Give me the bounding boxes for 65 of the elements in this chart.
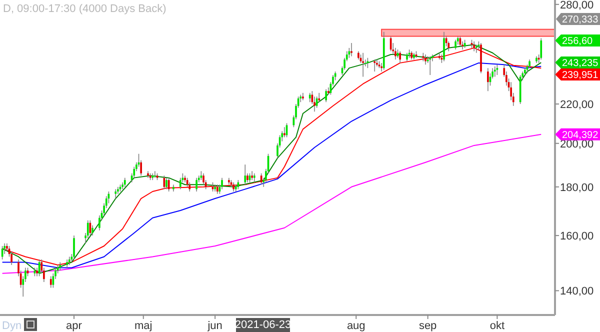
- candlestick: [50, 276, 52, 288]
- candlestick: [114, 188, 117, 199]
- candlestick: [308, 92, 311, 103]
- candlestick: [251, 170, 253, 180]
- candlestick: [98, 214, 100, 231]
- candlestick: [302, 92, 304, 101]
- y-tick-label: 140,00: [560, 286, 594, 298]
- y-tick-label: 160,00: [560, 230, 594, 243]
- candlestick: [475, 44, 478, 54]
- x-tick-label: jun: [206, 320, 222, 332]
- annotation: 239,951: [562, 70, 599, 82]
- candlestick: [68, 256, 70, 266]
- candlestick: [202, 172, 204, 186]
- annotation: 243,235: [562, 58, 599, 70]
- x-tick-label: okt: [490, 320, 505, 332]
- candlestick: [350, 42, 352, 57]
- candlestick: [216, 184, 218, 194]
- candlestick: [196, 177, 198, 192]
- candlestick: [366, 57, 369, 68]
- candlestick: [154, 170, 156, 178]
- x-tick-label: apr: [66, 320, 82, 332]
- y-tick-label: 280,00: [560, 0, 594, 12]
- candlestick: [166, 177, 168, 190]
- candlestick: [374, 59, 376, 72]
- chart-title: D, 09:00-17:30 (4000 Days Back): [3, 3, 166, 15]
- candlestick: [172, 184, 174, 192]
- text: 2021-06-23: [234, 319, 292, 331]
- text: Dyn: [2, 320, 22, 332]
- candlestick: [253, 172, 256, 183]
- x-tick-label: aug: [346, 320, 366, 332]
- y-tick-label: 180,00: [560, 182, 594, 194]
- candlestick: [73, 235, 75, 260]
- x-tick-label: sep: [418, 320, 437, 332]
- annotation: 204,392: [562, 130, 599, 141]
- text: 270,333: [562, 14, 599, 26]
- candlestick: [179, 177, 182, 190]
- candlestick: [221, 177, 223, 190]
- candlestick: [92, 224, 94, 236]
- candlestick: [540, 38, 542, 60]
- x-tick-label: maj: [134, 320, 152, 332]
- y-tick-label: 200,00: [560, 138, 594, 150]
- candlestick: [429, 56, 432, 76]
- candlestick: [496, 64, 498, 76]
- candlestick: [325, 88, 327, 103]
- candlestick: [232, 182, 234, 192]
- candlestick: [188, 182, 191, 192]
- candlestick: [454, 39, 456, 50]
- annotation: 256,60: [562, 36, 594, 47]
- candlestick: [424, 54, 426, 66]
- candlestick: [244, 164, 246, 186]
- candlestick: [214, 184, 216, 192]
- candlestick: [184, 175, 186, 183]
- line-series: [2, 134, 542, 274]
- candlestick: [133, 166, 136, 178]
- candlestick: [234, 184, 237, 192]
- candlestick: [147, 170, 149, 178]
- candlestick: [399, 50, 401, 64]
- candlestick: [362, 52, 364, 78]
- y-tick-label: 220,00: [560, 99, 594, 112]
- candlestick: [494, 66, 496, 78]
- candlestick: [487, 68, 489, 92]
- candlestick: [284, 126, 286, 138]
- candlestick: [124, 177, 126, 188]
- candlestick: [443, 31, 445, 62]
- candlestick: [473, 41, 475, 52]
